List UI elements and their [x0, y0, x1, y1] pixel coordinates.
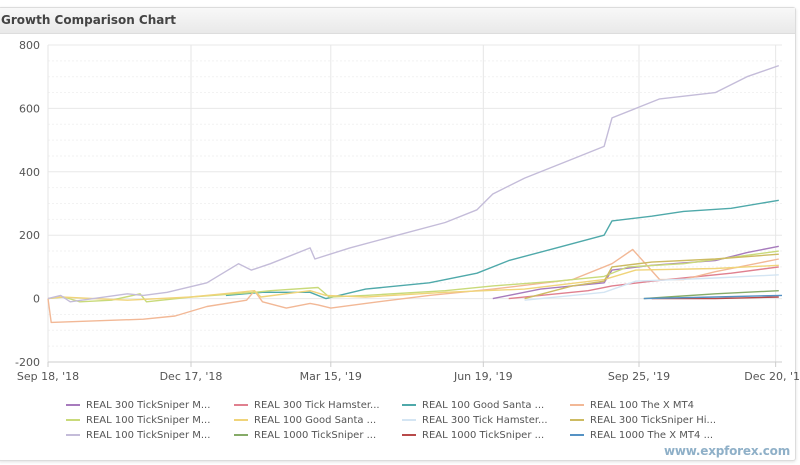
legend-label: REAL 300 TickSniper M...: [86, 399, 211, 411]
legend-label: REAL 1000 TickSniper ...: [254, 429, 377, 441]
legend-item[interactable]: REAL 100 TickSniper M...: [66, 428, 234, 442]
chart-title: Growth Comparison Chart: [1, 13, 177, 27]
legend-swatch: [66, 404, 80, 406]
y-tick-label: 800: [19, 39, 40, 52]
legend-label: REAL 100 The X MT4: [590, 399, 695, 411]
chart-legend: REAL 300 TickSniper M... REAL 300 Tick Ha…: [66, 398, 738, 442]
legend-item[interactable]: REAL 100 TickSniper M...: [66, 413, 234, 427]
y-tick-label: 0: [33, 293, 40, 306]
legend-label: REAL 300 Tick Hamster...: [254, 399, 380, 411]
series-line-4: [47, 248, 779, 324]
legend-swatch: [402, 434, 416, 436]
legend-item[interactable]: REAL 300 Tick Hamster...: [234, 398, 402, 412]
x-tick-label: Sep 18, '18: [17, 370, 79, 383]
legend-item[interactable]: REAL 300 Tick Hamster...: [402, 413, 570, 427]
y-tick-label: -200: [15, 356, 40, 369]
y-tick-label: 400: [19, 166, 40, 179]
legend-swatch: [570, 404, 584, 406]
panel-header: Growth Comparison Chart: [0, 8, 795, 34]
legend-swatch: [570, 434, 584, 436]
x-tick-label: Dec 17, '18: [160, 370, 223, 383]
legend-swatch: [402, 419, 416, 421]
series-line-6: [47, 264, 779, 301]
watermark: www.expforex.com: [664, 444, 790, 458]
legend-item[interactable]: REAL 300 TickSniper M...: [66, 398, 234, 412]
x-tick-label: Mar 15, '19: [300, 370, 362, 383]
legend-label: REAL 1000 The X MT4 ...: [590, 429, 714, 441]
legend-item[interactable]: REAL 100 The X MT4: [570, 398, 738, 412]
legend-label: REAL 1000 TickSniper ...: [422, 429, 545, 441]
legend-swatch: [402, 404, 416, 406]
legend-item[interactable]: REAL 1000 The X MT4 ...: [570, 428, 738, 442]
legend-item[interactable]: REAL 1000 TickSniper ...: [402, 428, 570, 442]
y-tick-label: 200: [19, 229, 40, 242]
series-line-7: [524, 274, 779, 301]
series-line-12: [643, 294, 783, 300]
legend-swatch: [234, 404, 248, 406]
legend-label: REAL 100 TickSniper M...: [86, 429, 211, 441]
series-line-9: [47, 64, 780, 303]
series-line-1: [492, 245, 779, 300]
legend-item[interactable]: REAL 1000 TickSniper ...: [234, 428, 402, 442]
chart-plot: -200 0 200 400 600 800 Sep 18, '18 Dec 17, '18 M…: [15, 39, 800, 383]
legend-swatch: [234, 434, 248, 436]
legend-label: REAL 100 TickSniper M...: [86, 414, 211, 426]
legend-label: REAL 300 TickSniper Hi...: [590, 414, 717, 426]
chart-panel: Growth Comparison Chart: [0, 7, 796, 461]
legend-item[interactable]: REAL 300 TickSniper Hi...: [570, 413, 738, 427]
x-tick-label: Jun 19, '19: [453, 370, 513, 383]
legend-swatch: [66, 419, 80, 421]
x-tick-label: Sep 25, '19: [608, 370, 670, 383]
legend-label: REAL 300 Tick Hamster...: [422, 414, 548, 426]
legend-swatch: [234, 419, 248, 421]
legend-label: REAL 100 Good Santa ...: [422, 399, 545, 411]
series-line-3: [225, 199, 779, 300]
legend-item[interactable]: REAL 100 Good Santa ...: [402, 398, 570, 412]
legend-item[interactable]: REAL 100 Good Santa ...: [234, 413, 402, 427]
series-line-2: [508, 266, 779, 300]
series-line-8: [524, 253, 779, 300]
x-tick-label: Dec 20, '19: [744, 370, 800, 383]
y-tick-label: 600: [19, 102, 40, 115]
legend-swatch: [66, 434, 80, 436]
legend-swatch: [570, 419, 584, 421]
legend-label: REAL 100 Good Santa ...: [254, 414, 377, 426]
